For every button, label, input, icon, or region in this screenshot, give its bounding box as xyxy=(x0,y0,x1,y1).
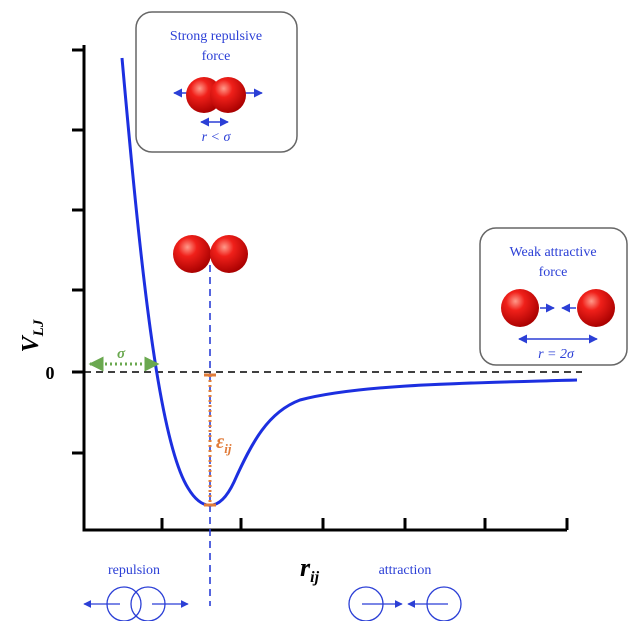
x-axis-label: rij xyxy=(300,553,320,586)
repulsion-label: repulsion xyxy=(108,563,160,578)
box-text: Weak attractive xyxy=(509,245,596,260)
box-text: force xyxy=(539,265,568,280)
box-condition: r = 2σ xyxy=(538,347,575,362)
box-condition: r < σ xyxy=(202,130,232,145)
box-text: Strong repulsive xyxy=(170,29,262,44)
atom xyxy=(210,77,246,113)
attractive-box xyxy=(479,227,628,366)
zero-label: 0 xyxy=(46,363,55,383)
y-axis-label: VLJ xyxy=(18,319,47,352)
sigma-label: σ xyxy=(117,346,126,362)
atom xyxy=(173,235,211,273)
box-text: force xyxy=(202,49,231,64)
potential-curve xyxy=(120,57,578,507)
atom xyxy=(501,289,539,327)
axes xyxy=(72,45,569,532)
attraction-label: attraction xyxy=(379,563,432,578)
atom xyxy=(577,289,615,327)
atom xyxy=(210,235,248,273)
epsilon-label: εij xyxy=(216,431,232,456)
